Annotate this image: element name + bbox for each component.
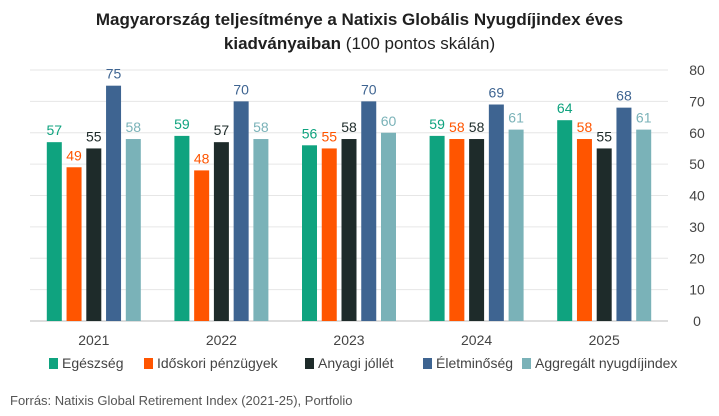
data-label: 55 (321, 128, 337, 144)
legend-label: Időskori pénzügyek (157, 355, 279, 371)
bar (429, 135, 445, 321)
bar (616, 107, 632, 322)
data-label: 58 (577, 119, 593, 135)
y-tick-label: 30 (689, 219, 705, 235)
data-label: 55 (596, 128, 612, 144)
data-label: 59 (429, 116, 445, 132)
bar (449, 139, 465, 321)
bar (46, 142, 62, 321)
bar (361, 101, 377, 321)
x-tick-label: 2021 (78, 332, 109, 348)
x-tick-label: 2024 (461, 332, 492, 348)
y-tick-label: 60 (689, 125, 705, 141)
data-label: 57 (214, 122, 230, 138)
legend-swatch (49, 358, 58, 369)
bar (106, 85, 122, 321)
legend-label: Anyagi jóllét (318, 355, 394, 371)
bar (86, 148, 102, 321)
data-label: 61 (508, 110, 524, 126)
y-tick-label: 0 (693, 313, 701, 329)
data-label: 56 (302, 125, 318, 141)
data-label: 70 (361, 81, 377, 97)
bar (174, 135, 190, 321)
data-label: 70 (233, 81, 249, 97)
y-tick-label: 40 (689, 188, 705, 204)
legend-swatch (305, 358, 314, 369)
bar (469, 139, 485, 321)
data-label: 49 (66, 147, 82, 163)
y-tick-label: 80 (689, 62, 705, 78)
legend-swatch (522, 358, 531, 369)
chart-subtitle: kiadványaiban (100 pontos skálán) (0, 34, 719, 54)
data-label: 64 (557, 100, 573, 116)
bar (125, 139, 141, 321)
bar (66, 167, 82, 321)
y-tick-label: 20 (689, 250, 705, 266)
bar (488, 104, 504, 321)
legend-label: Életminőség (436, 355, 513, 371)
y-tick-label: 50 (689, 156, 705, 172)
data-label: 58 (469, 119, 485, 135)
bar (233, 101, 249, 321)
bar (381, 132, 396, 321)
bar (213, 142, 229, 321)
data-label: 61 (636, 110, 652, 126)
legend-label: Egészség (62, 355, 123, 371)
bar (508, 129, 524, 321)
legend-label: Aggregált nyugdíjindex (535, 355, 677, 371)
data-label: 60 (381, 113, 397, 129)
data-label: 55 (86, 128, 102, 144)
data-label: 58 (449, 119, 465, 135)
data-label: 68 (616, 88, 632, 104)
legend-swatch (144, 358, 153, 369)
chart-title: Magyarország teljesítménye a Natixis Glo… (95, 10, 624, 29)
chart-scale-note: (100 pontos skálán) (341, 34, 496, 53)
data-label: 58 (341, 119, 357, 135)
data-label: 75 (106, 66, 122, 82)
bar (194, 170, 210, 321)
y-tick-label: 70 (689, 93, 705, 109)
x-tick-label: 2022 (206, 332, 237, 348)
bar (576, 139, 592, 321)
data-label: 48 (194, 150, 210, 166)
data-label: 69 (489, 85, 505, 101)
legend-swatch (423, 358, 432, 369)
x-tick-label: 2025 (589, 332, 620, 348)
data-label: 59 (174, 116, 190, 132)
data-label: 58 (253, 119, 269, 135)
bar (253, 139, 269, 321)
bar (636, 129, 652, 321)
bar (557, 120, 573, 321)
data-label: 57 (47, 122, 63, 138)
bar (321, 148, 337, 321)
y-tick-label: 10 (689, 282, 705, 298)
source-note: Forrás: Natixis Global Retirement Index … (10, 393, 353, 408)
data-label: 58 (126, 119, 142, 135)
chart-title-continuation: kiadványaiban (223, 34, 342, 53)
x-tick-label: 2023 (333, 332, 364, 348)
bar (341, 139, 357, 321)
bar (596, 148, 612, 321)
bar (302, 145, 317, 321)
